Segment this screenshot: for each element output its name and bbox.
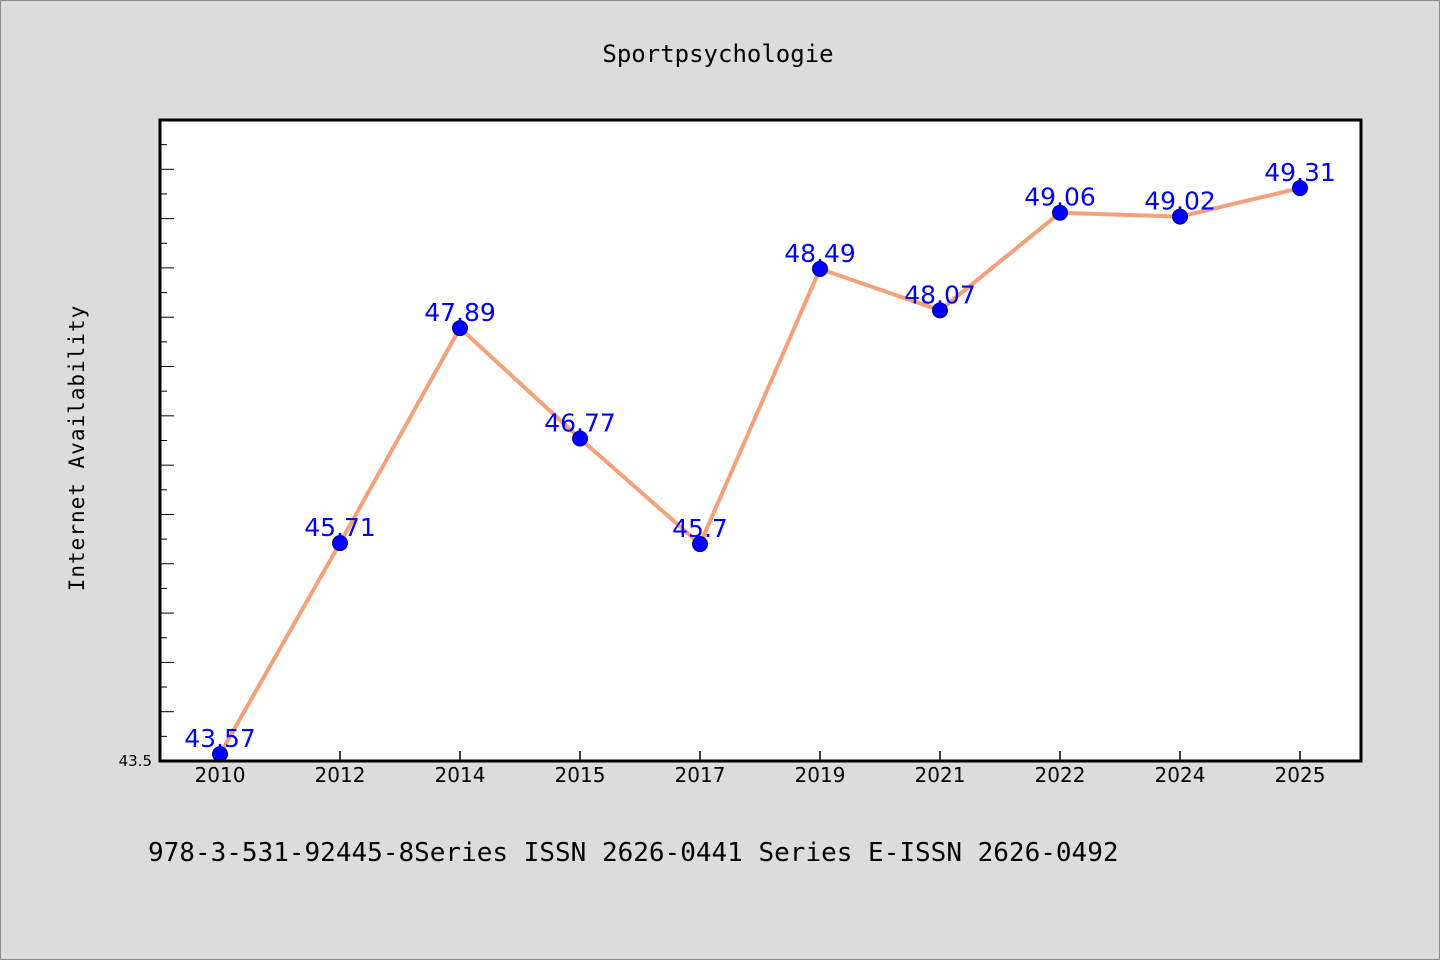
data-label: 45.7 (672, 514, 728, 543)
x-tick-label: 2019 (795, 763, 846, 787)
x-axis-ticks: 2010 2012 2014 2015 2017 2019 2021 2022 2024 2025 (195, 751, 1326, 787)
data-label: 48.07 (904, 280, 976, 309)
data-label: 49.31 (1264, 158, 1336, 187)
series-line (218, 186, 1301, 756)
x-tick-label: 2012 (315, 763, 366, 787)
data-point (1052, 204, 1068, 221)
plot-area (160, 120, 1361, 761)
data-point (1292, 180, 1308, 197)
x-tick-label: 2021 (915, 763, 966, 787)
y-axis-label: Internet Availability (65, 305, 89, 592)
data-point (932, 302, 948, 319)
data-label: 43.57 (184, 724, 256, 753)
data-point (812, 260, 828, 277)
x-tick-label: 2015 (555, 763, 606, 787)
x-tick-label: 2017 (675, 763, 726, 787)
x-tick-label: 2014 (435, 763, 486, 787)
footer-text: 978-3-531-92445-8Series ISSN 2626-0441 S… (148, 838, 1119, 868)
data-label: 46.77 (544, 409, 616, 438)
data-point (452, 320, 468, 337)
data-label: 48.49 (784, 239, 856, 268)
data-markers (212, 180, 1308, 763)
chart-title: Sportpsychologie (602, 40, 833, 68)
data-label: 45.71 (304, 513, 376, 542)
x-tick-label: 2010 (195, 763, 246, 787)
data-label: 49.06 (1024, 183, 1096, 212)
data-point (692, 536, 708, 553)
y-tick-label: 43.5 (119, 752, 152, 770)
data-labels: 43.57 45.71 47.89 46.77 45.7 48.49 48.07 49.06 4… (184, 158, 1336, 753)
data-label: 49.02 (1144, 187, 1216, 216)
data-label: 47.89 (424, 298, 496, 327)
data-point (1172, 208, 1188, 225)
x-tick-label: 2022 (1035, 763, 1086, 787)
x-tick-label: 2024 (1155, 763, 1206, 787)
data-point (332, 535, 348, 552)
data-point (572, 430, 588, 447)
x-tick-label: 2025 (1275, 763, 1326, 787)
plot-border (158, 118, 1363, 763)
